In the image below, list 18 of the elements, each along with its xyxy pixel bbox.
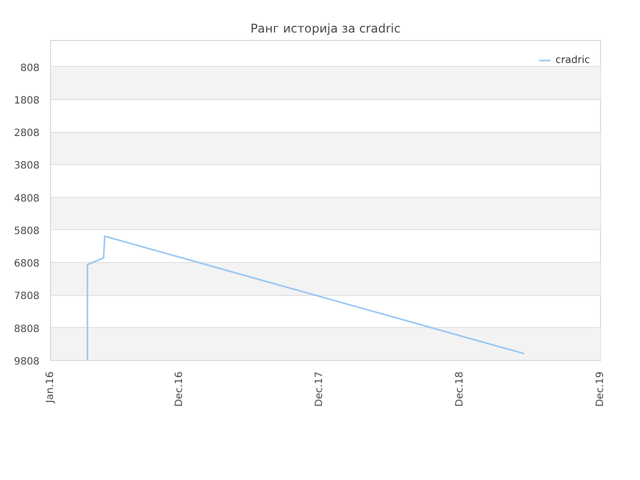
y-tick-label: 2808 [14, 128, 40, 140]
line-series [86, 236, 526, 360]
legend-label: cradric [556, 54, 590, 66]
y-tick-label: 1808 [14, 95, 40, 106]
x-tick-label: Dec.16 [174, 371, 185, 407]
y-tick-label: 7808 [14, 291, 40, 302]
chart-title: Ранг историја за cradric [250, 22, 401, 36]
y-tick-label: 6808 [14, 258, 40, 270]
x-tick-label: Dec.18 [454, 371, 466, 407]
y-tick-label: 8808 [14, 324, 40, 335]
y-tick-label: 4808 [14, 193, 40, 204]
y-tick-label: 9808 [14, 356, 40, 368]
y-tick-label: 3808 [14, 160, 40, 172]
y-tick-label: 5808 [14, 226, 40, 237]
x-tick-label: Jan.16 [45, 371, 56, 404]
y-tick-label: 808 [20, 62, 40, 74]
x-tick-label: Dec.17 [314, 371, 326, 407]
x-tick-label: Dec.19 [595, 371, 606, 407]
